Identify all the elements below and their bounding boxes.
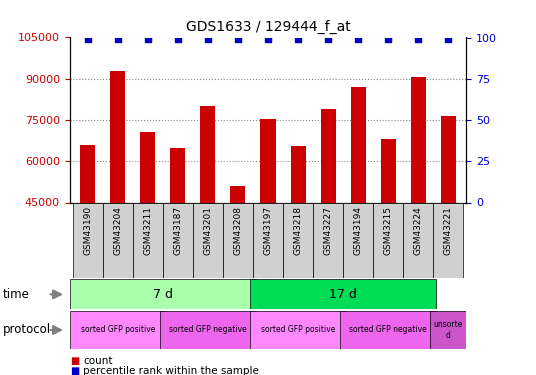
Point (444, 36, 452, 42)
Bar (283, 202, 313, 278)
Bar (163, 202, 193, 278)
Text: sorted GFP positive: sorted GFP positive (80, 326, 155, 334)
Text: 17 d: 17 d (329, 288, 357, 301)
Point (354, 36, 362, 42)
Text: protocol: protocol (3, 324, 51, 336)
Text: time: time (3, 288, 29, 301)
Text: GSM43201: GSM43201 (203, 206, 212, 255)
Text: GSM43221: GSM43221 (444, 206, 453, 255)
Bar (223, 202, 253, 278)
Bar (200, 106, 215, 202)
Bar (170, 147, 185, 202)
Text: 7 d: 7 d (153, 288, 173, 301)
Text: GSM43194: GSM43194 (354, 206, 363, 255)
Text: sorted GFP negative: sorted GFP negative (349, 326, 427, 334)
Text: GSM43190: GSM43190 (83, 206, 92, 255)
Point (204, 36, 212, 42)
Bar (73, 202, 103, 278)
Text: GSM43227: GSM43227 (324, 206, 333, 255)
Bar (103, 202, 133, 278)
Text: GSM43224: GSM43224 (414, 206, 423, 255)
Text: GSM43204: GSM43204 (113, 206, 122, 255)
Text: ■: ■ (70, 366, 79, 375)
Bar (430, 311, 466, 349)
Bar (343, 202, 373, 278)
Bar (403, 202, 433, 278)
Point (324, 36, 332, 42)
Bar (253, 202, 283, 278)
Point (174, 36, 182, 42)
Text: GSM43208: GSM43208 (234, 206, 242, 255)
Bar (160, 311, 256, 349)
Bar (351, 87, 366, 202)
Bar (80, 145, 95, 202)
Bar (373, 202, 403, 278)
Bar (230, 186, 245, 202)
Bar (260, 118, 276, 202)
Bar (313, 202, 343, 278)
Text: ■: ■ (70, 356, 79, 366)
Point (294, 36, 302, 42)
Bar (291, 146, 306, 202)
Bar (70, 279, 256, 309)
Bar (340, 311, 436, 349)
Bar (250, 311, 346, 349)
Point (264, 36, 272, 42)
Text: count: count (83, 356, 113, 366)
Bar (193, 202, 223, 278)
Title: GDS1633 / 129444_f_at: GDS1633 / 129444_f_at (185, 20, 351, 34)
Bar (381, 139, 396, 202)
Point (84, 36, 92, 42)
Bar (433, 202, 463, 278)
Text: sorted GFP positive: sorted GFP positive (261, 326, 335, 334)
Text: GSM43215: GSM43215 (384, 206, 393, 255)
Point (234, 36, 242, 42)
Bar (70, 311, 166, 349)
Bar (321, 109, 336, 202)
Text: GSM43197: GSM43197 (264, 206, 272, 255)
Text: percentile rank within the sample: percentile rank within the sample (83, 366, 259, 375)
Point (414, 36, 422, 42)
Bar (133, 202, 163, 278)
Text: unsorte
d: unsorte d (434, 320, 463, 340)
Bar (140, 132, 155, 202)
Text: GSM43187: GSM43187 (173, 206, 182, 255)
Text: sorted GFP negative: sorted GFP negative (169, 326, 247, 334)
Point (144, 36, 152, 42)
Bar (110, 70, 125, 202)
Point (114, 36, 122, 42)
Text: GSM43218: GSM43218 (294, 206, 302, 255)
Bar (250, 279, 436, 309)
Point (384, 36, 392, 42)
Bar (411, 77, 426, 203)
Bar (441, 116, 456, 202)
Text: GSM43211: GSM43211 (143, 206, 152, 255)
